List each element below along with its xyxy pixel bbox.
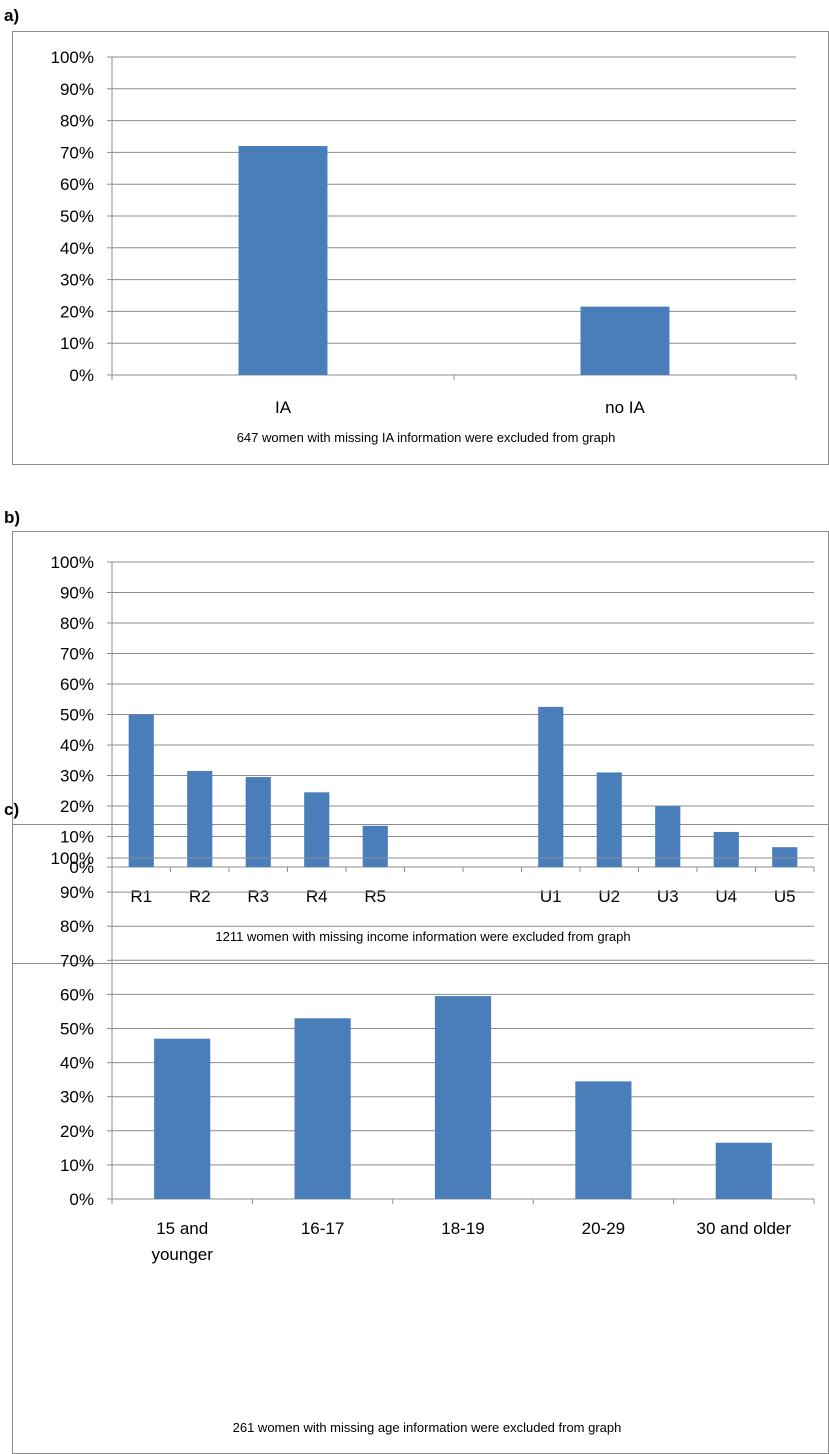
chart-note: 1211 women with missing income informati… (215, 929, 630, 944)
x-tick-label: 30 and older (697, 1219, 792, 1238)
x-tick-label: R2 (189, 887, 211, 906)
y-tick-label: 30% (60, 767, 94, 786)
x-tick-label: younger (151, 1245, 213, 1264)
y-tick-label: 90% (60, 584, 94, 603)
y-tick-label: 0% (69, 366, 94, 385)
panel-label-b: b) (4, 508, 21, 527)
y-tick-label: 80% (60, 614, 94, 633)
y-tick-label: 100% (51, 48, 94, 67)
chart-note: 261 women with missing age information w… (233, 1420, 622, 1435)
y-tick-label: 50% (60, 1020, 94, 1039)
y-tick-label: 0% (69, 1190, 94, 1209)
bar (434, 996, 492, 1199)
y-tick-label: 90% (60, 80, 94, 99)
x-tick-label: U1 (540, 887, 562, 906)
y-tick-label: 100% (51, 849, 94, 868)
y-tick-label: 20% (60, 302, 94, 321)
bar (154, 1038, 211, 1199)
x-tick-label: R4 (306, 887, 328, 906)
y-tick-label: 100% (51, 553, 94, 572)
y-tick-label: 40% (60, 1054, 94, 1073)
x-tick-label: R5 (364, 887, 386, 906)
y-tick-label: 30% (60, 271, 94, 290)
y-tick-label: 80% (60, 917, 94, 936)
bar (772, 847, 798, 867)
x-tick-label: R1 (130, 887, 152, 906)
x-tick-label: IA (275, 398, 292, 417)
x-tick-label: 20-29 (582, 1219, 625, 1238)
y-tick-label: 70% (60, 645, 94, 664)
y-tick-label: 50% (60, 706, 94, 725)
bar (187, 770, 213, 867)
y-tick-label: 10% (60, 1156, 94, 1175)
bar (538, 706, 564, 867)
y-tick-label: 10% (60, 334, 94, 353)
y-tick-label: 50% (60, 207, 94, 226)
panel-label-c: c) (4, 800, 20, 819)
y-tick-label: 40% (60, 239, 94, 258)
y-tick-label: 60% (60, 985, 94, 1004)
y-tick-label: 70% (60, 951, 94, 970)
y-tick-label: 20% (60, 1122, 94, 1141)
bar (362, 825, 388, 867)
x-tick-label: 18-19 (441, 1219, 484, 1238)
bar (596, 772, 622, 867)
x-tick-label: R3 (247, 887, 269, 906)
x-tick-label: no IA (605, 398, 645, 417)
x-tick-label: U5 (774, 887, 796, 906)
y-tick-label: 0% (69, 858, 94, 877)
y-tick-label: 10% (60, 828, 94, 847)
bar (655, 806, 681, 867)
y-tick-label: 80% (60, 112, 94, 131)
bar (304, 792, 330, 867)
y-tick-label: 90% (60, 883, 94, 902)
bar (580, 306, 670, 375)
y-tick-label: 60% (60, 675, 94, 694)
bar (128, 714, 154, 867)
bar (294, 1018, 351, 1199)
y-tick-label: 40% (60, 736, 94, 755)
x-tick-label: 15 and (156, 1219, 208, 1238)
x-tick-label: U2 (598, 887, 620, 906)
bar (713, 831, 739, 867)
y-tick-label: 30% (60, 1088, 94, 1107)
bar (245, 777, 271, 867)
bar (575, 1081, 632, 1199)
y-tick-label: 20% (60, 797, 94, 816)
y-tick-label: 60% (60, 175, 94, 194)
bar (238, 146, 328, 375)
bar (715, 1142, 772, 1199)
x-tick-label: 16-17 (301, 1219, 344, 1238)
y-tick-label: 70% (60, 143, 94, 162)
chart-note: 647 women with missing IA information we… (237, 430, 616, 445)
x-tick-label: U4 (715, 887, 737, 906)
x-tick-label: U3 (657, 887, 679, 906)
panel-label-a: a) (4, 6, 20, 25)
